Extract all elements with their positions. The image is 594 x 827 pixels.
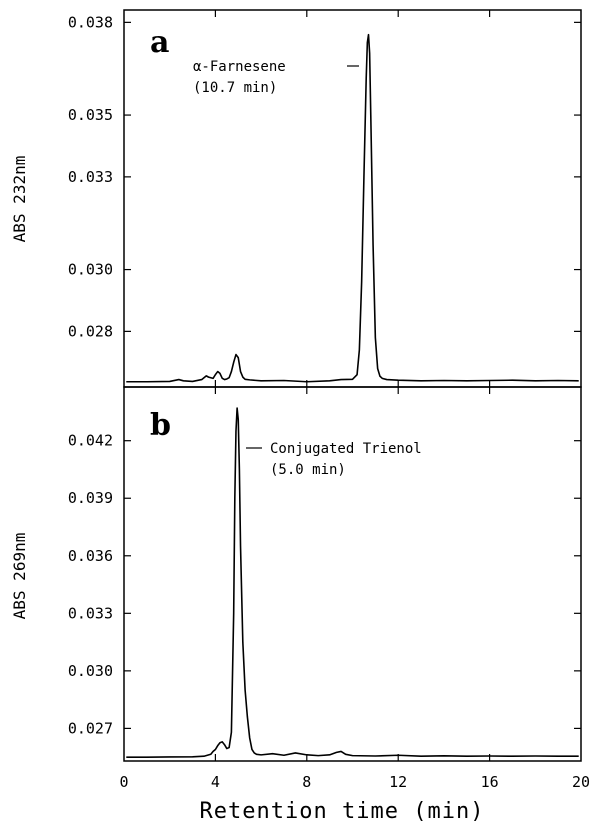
x-tick-label: 20 [572, 773, 590, 791]
panel-a-axis-ticks: 0.028 0.030 0.033 0.035 0.038 [68, 10, 581, 387]
panel-b-ytick-label: 0.030 [68, 662, 113, 680]
panel-a-series-line [126, 33, 579, 383]
panel-b-annotation-line-2: (5.0 min) [270, 462, 346, 478]
panel-b-ytick-label: 0.039 [68, 489, 113, 507]
panel-b-ylabel: ABS 269nm [10, 533, 29, 620]
panel-b-axis-ticks: 0.027 0.030 0.033 0.036 0.039 0.042 [68, 387, 581, 761]
panel-a-ytick-label: 0.028 [68, 322, 113, 340]
x-tick-label: 4 [211, 773, 220, 791]
panel-a: 0.028 0.030 0.033 0.035 0.038 a ABS 232nm α-… [10, 9, 582, 388]
panel-a-annotation-line-1: α-Farnesene [193, 59, 286, 75]
x-tick-label: 12 [389, 773, 407, 791]
panel-b-label: b [150, 408, 171, 443]
panel-b-frame [123, 386, 582, 762]
panel-a-label: a [150, 25, 169, 60]
panel-b-series-line [126, 407, 579, 758]
panel-b-ytick-label: 0.033 [68, 604, 113, 622]
x-tick-label: 8 [302, 773, 311, 791]
panel-b-series [126, 407, 579, 758]
panel-b-ytick-label: 0.042 [68, 432, 113, 450]
x-axis-tick-labels: 0 4 8 12 16 20 [119, 773, 590, 791]
x-tick-label: 16 [481, 773, 499, 791]
panel-a-ytick-label: 0.033 [68, 168, 113, 186]
panel-a-ytick-label: 0.035 [68, 106, 113, 124]
panel-a-ylabel: ABS 232nm [10, 156, 29, 243]
panel-b-ytick-label: 0.036 [68, 547, 113, 565]
panel-a-series [126, 33, 579, 383]
x-tick-label: 0 [119, 773, 128, 791]
panel-a-ytick-label: 0.030 [68, 261, 113, 279]
panel-a-annotation-line-2: (10.7 min) [193, 80, 277, 96]
panel-b-ytick-label: 0.027 [68, 719, 113, 737]
panel-b-annotation-line-1: Conjugated Trienol [270, 441, 422, 457]
panel-a-ytick-label: 0.038 [68, 13, 113, 31]
x-axis-title: Retention time (min) [200, 799, 485, 824]
panel-b: 0.027 0.030 0.033 0.036 0.039 0.042 b ABS 269… [10, 386, 582, 762]
